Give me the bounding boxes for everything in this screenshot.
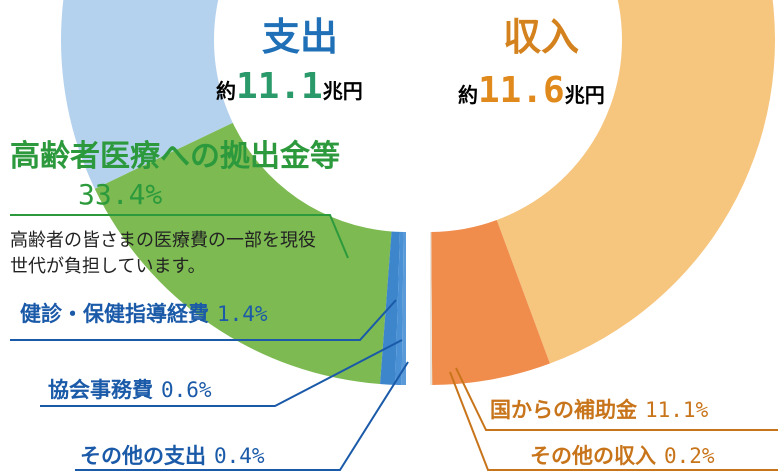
- pie-slice: [496, 0, 775, 364]
- leader-line: [75, 361, 409, 471]
- pie-slice: [431, 220, 550, 385]
- slice-label: その他の収入 0.2%: [530, 440, 715, 470]
- category-name: 国からの補助金: [490, 398, 637, 422]
- total: 約11.1兆円: [216, 66, 363, 107]
- slice-label: 健診・保健指導経費 1.4%: [20, 298, 268, 328]
- total-prefix: 約: [216, 79, 236, 103]
- category-name: その他の収入: [530, 444, 656, 468]
- slice-label: 協会事務費 0.6%: [48, 374, 212, 404]
- total-unit: 兆円: [322, 79, 363, 103]
- total: 約11.6兆円: [458, 70, 605, 111]
- category-name: 高齢者医療への拠出金等: [10, 139, 340, 174]
- slice-label: 国からの補助金 11.1%: [490, 394, 708, 424]
- leader-line: [40, 339, 403, 407]
- category-name: 協会事務費: [48, 378, 153, 402]
- value-label: 11.1%: [645, 398, 709, 422]
- total-prefix: 約: [458, 83, 478, 107]
- value-label: 0.6%: [161, 378, 212, 402]
- slice-label: その他の支出 0.4%: [80, 440, 265, 470]
- leader-line: [10, 214, 349, 259]
- category-name: その他の支出: [80, 444, 206, 468]
- pie-slice: [430, 231, 433, 385]
- chart-title: 収入: [503, 15, 580, 59]
- pie-slice: [401, 231, 406, 385]
- total-unit: 兆円: [564, 83, 605, 107]
- leader-line: [449, 371, 778, 471]
- category-name: 健診・保健指導経費: [20, 302, 209, 326]
- value-label: 1.4%: [217, 302, 268, 326]
- leader-line: [10, 299, 397, 341]
- leader-line: [455, 367, 778, 431]
- pie-slice: [395, 231, 404, 385]
- total-value: 11.6: [478, 70, 565, 111]
- pie-slice: [94, 122, 392, 385]
- value-label: 0.2%: [664, 444, 715, 468]
- value-label: 33.4%: [78, 178, 163, 211]
- annotation: 高齢者の皆さまの医療費の一部を現役世代が負担しています。: [10, 230, 316, 277]
- slice-label: 高齢者医療への拠出金等 33.4%: [10, 138, 370, 214]
- total-value: 11.1: [236, 66, 323, 107]
- pie-slice: [61, 0, 233, 189]
- value-label: 0.4%: [214, 444, 265, 468]
- chart-title: 支出: [262, 15, 339, 59]
